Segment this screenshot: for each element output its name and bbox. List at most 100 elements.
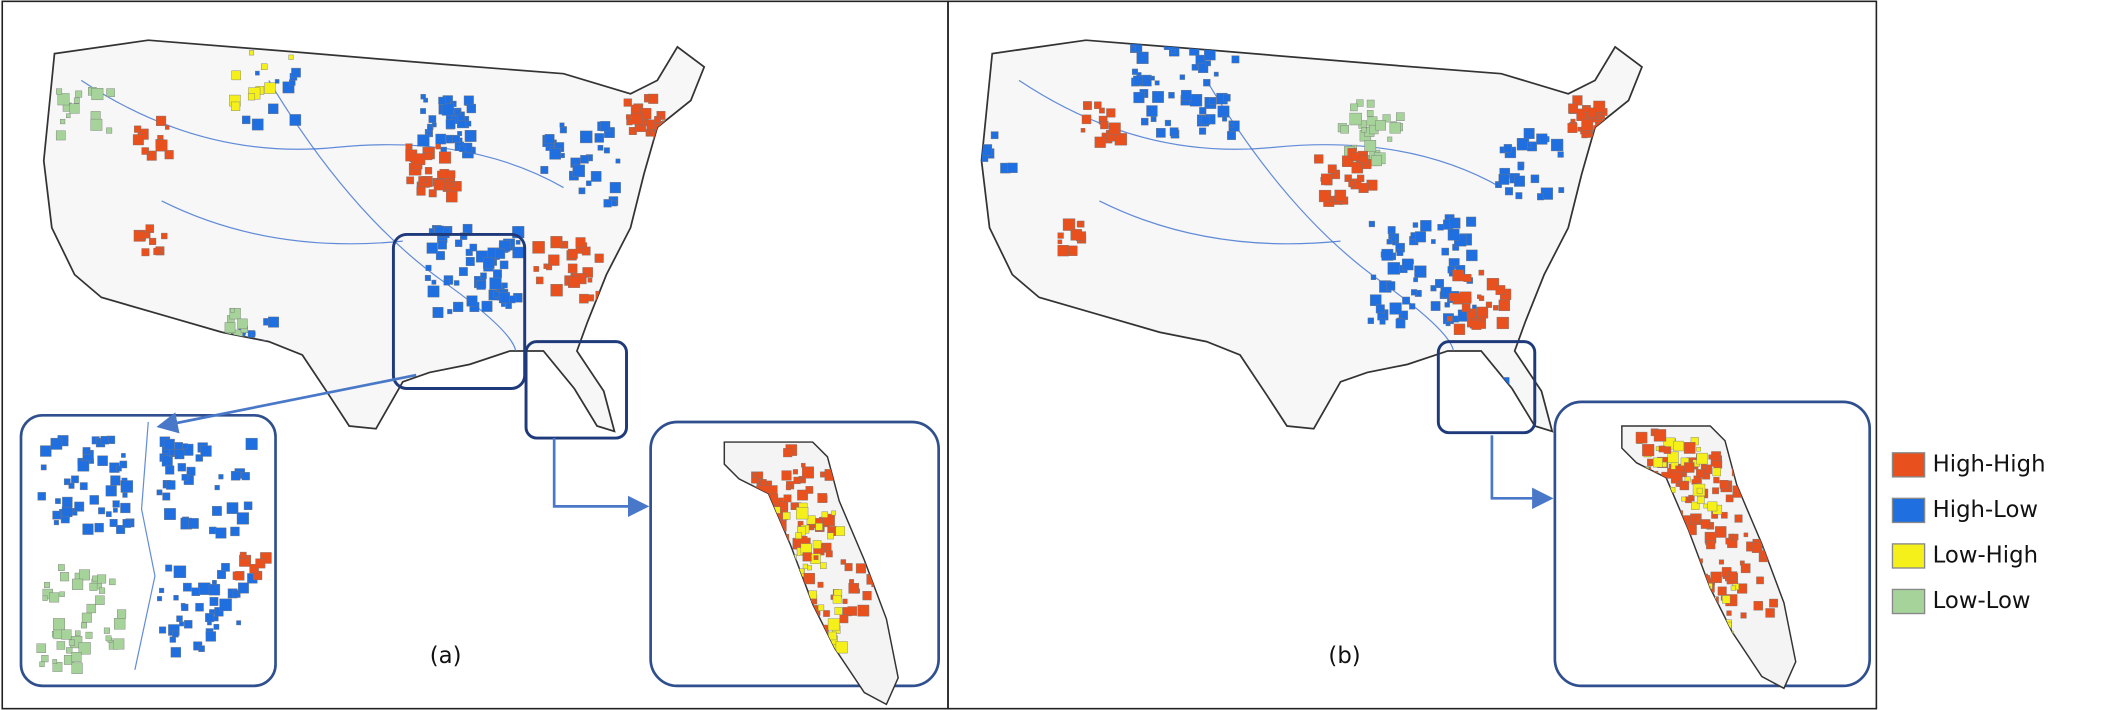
county xyxy=(767,485,778,496)
county xyxy=(1722,595,1731,604)
arrow xyxy=(552,438,650,518)
county xyxy=(1731,533,1739,541)
county xyxy=(493,291,500,298)
county xyxy=(264,82,276,94)
county xyxy=(37,492,46,501)
county xyxy=(548,254,560,266)
county xyxy=(1414,231,1426,243)
county xyxy=(92,575,98,582)
county xyxy=(1100,120,1109,130)
arrow xyxy=(156,373,417,434)
county xyxy=(1314,154,1324,164)
county xyxy=(822,513,835,527)
county xyxy=(122,492,128,498)
county xyxy=(255,558,266,569)
county xyxy=(1389,235,1396,242)
legend-label: High-Low xyxy=(1933,497,2038,523)
county xyxy=(1057,239,1063,245)
county xyxy=(590,171,602,182)
county xyxy=(251,118,264,131)
county xyxy=(1461,303,1471,313)
county xyxy=(458,267,468,277)
county xyxy=(806,515,816,525)
county xyxy=(1485,301,1492,308)
county xyxy=(1189,94,1203,107)
county xyxy=(1387,226,1396,235)
county xyxy=(1691,501,1700,510)
county xyxy=(1067,245,1078,256)
county xyxy=(231,70,241,81)
county xyxy=(112,507,118,513)
county xyxy=(1717,586,1727,596)
county xyxy=(445,119,456,129)
county xyxy=(1635,431,1648,444)
county xyxy=(1141,117,1149,126)
county xyxy=(1327,164,1337,174)
county xyxy=(1769,598,1778,608)
county xyxy=(424,167,433,175)
county xyxy=(550,236,563,249)
county xyxy=(1386,239,1392,245)
county xyxy=(1366,99,1375,108)
county xyxy=(623,98,632,107)
county xyxy=(248,50,255,56)
county xyxy=(1740,612,1747,619)
county xyxy=(77,459,90,472)
county xyxy=(465,120,472,127)
county xyxy=(200,445,212,457)
county xyxy=(1503,144,1513,153)
county xyxy=(801,466,814,479)
county xyxy=(1205,60,1211,67)
county xyxy=(459,145,466,153)
county xyxy=(52,510,62,520)
county xyxy=(580,130,593,144)
county xyxy=(74,501,85,512)
county xyxy=(454,109,461,116)
county xyxy=(597,145,604,151)
county xyxy=(1713,459,1723,469)
county xyxy=(855,563,866,574)
county xyxy=(112,500,120,508)
county xyxy=(289,114,302,126)
county xyxy=(567,248,578,259)
county xyxy=(990,131,999,140)
county xyxy=(1389,302,1402,315)
county xyxy=(79,482,88,491)
county xyxy=(823,610,830,617)
county xyxy=(1488,391,1494,398)
county xyxy=(1568,103,1578,114)
county xyxy=(246,341,252,347)
county xyxy=(59,591,65,597)
county xyxy=(1062,218,1076,231)
county xyxy=(1367,317,1374,324)
county xyxy=(73,97,80,104)
county xyxy=(1205,40,1216,48)
clusters xyxy=(36,435,272,674)
county xyxy=(97,574,107,584)
county xyxy=(78,642,91,655)
county xyxy=(1218,40,1229,48)
county xyxy=(462,223,473,234)
county xyxy=(469,243,478,252)
county xyxy=(1340,125,1349,134)
county xyxy=(505,302,512,309)
county xyxy=(1318,189,1332,203)
county xyxy=(815,523,823,531)
county xyxy=(438,96,446,105)
county xyxy=(416,186,426,196)
county xyxy=(230,526,240,537)
county xyxy=(1169,127,1179,137)
county xyxy=(797,489,808,501)
county xyxy=(1402,296,1411,305)
county xyxy=(1493,383,1500,390)
county xyxy=(1642,444,1655,457)
county xyxy=(1474,395,1487,408)
county xyxy=(1444,302,1450,308)
county xyxy=(184,620,193,629)
county xyxy=(1223,94,1231,102)
county xyxy=(783,448,793,458)
county xyxy=(219,598,232,612)
county xyxy=(1401,258,1414,271)
county xyxy=(1681,496,1686,502)
